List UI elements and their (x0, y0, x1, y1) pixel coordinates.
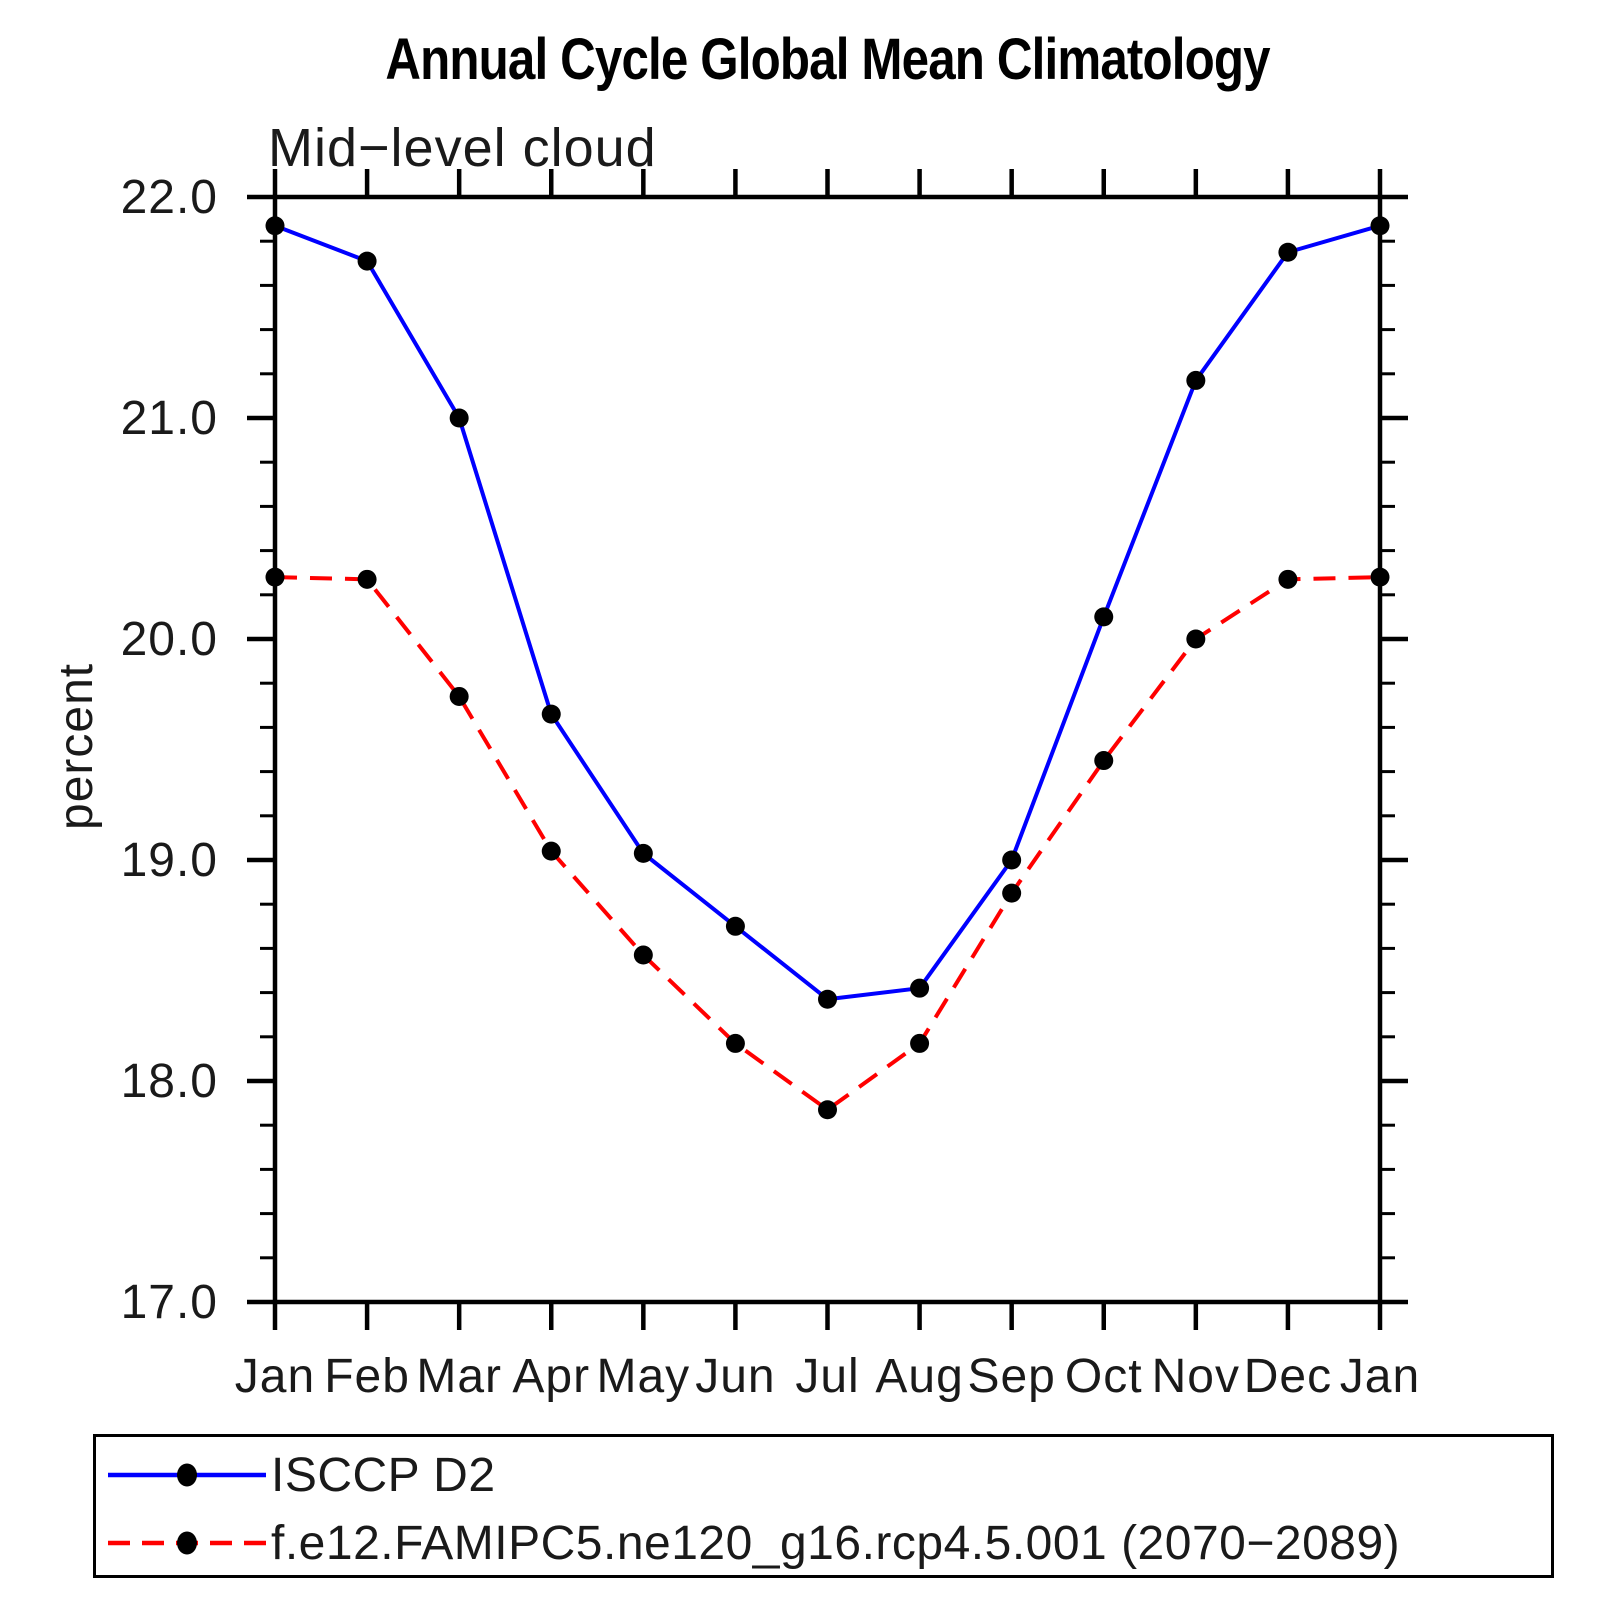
legend-sample-dashed-line (108, 1531, 266, 1555)
chart-subtitle: Mid−level cloud (268, 118, 657, 178)
y-tick-label: 22.0 (121, 171, 218, 224)
data-point-0 (725, 916, 745, 936)
data-point-0 (265, 216, 285, 236)
data-point-1 (818, 1100, 837, 1120)
data-point-0 (1278, 242, 1298, 262)
chart-title: Annual Cycle Global Mean Climatology (358, 30, 1297, 90)
data-point-1 (910, 1033, 930, 1053)
data-point-0 (541, 704, 561, 724)
y-tick-label: 18.0 (121, 1055, 218, 1108)
data-point-1 (357, 569, 377, 589)
data-point-0 (910, 978, 930, 998)
y-tick-label: 20.0 (121, 613, 218, 666)
data-point-1 (265, 567, 285, 587)
series-line-1 (274, 575, 1381, 1112)
x-tick-label: Oct (1065, 1350, 1143, 1403)
x-tick-label: Dec (1244, 1350, 1332, 1403)
x-tick-label: Jul (795, 1350, 859, 1403)
data-point-1 (1370, 567, 1390, 587)
data-point-1 (1278, 569, 1298, 589)
data-point-0 (357, 251, 377, 271)
x-tick-label: Jun (695, 1350, 775, 1403)
x-tick-label: Feb (324, 1350, 410, 1403)
x-tick-label: Jan (1340, 1350, 1420, 1403)
data-point-1 (449, 686, 469, 706)
legend-sample-solid-line (108, 1463, 266, 1487)
plot-frame (272, 194, 1383, 1305)
legend-box: ISCCP D2 f.e12.FAMIPC5.ne120_g16.rcp4.5.… (93, 1434, 1554, 1578)
data-point-1 (541, 841, 561, 861)
x-tick-label: Sep (967, 1350, 1055, 1403)
x-tick-label: Apr (512, 1350, 590, 1403)
x-tick-label: Aug (875, 1350, 963, 1403)
legend-label: ISCCP D2 (271, 1448, 496, 1502)
data-point-0 (449, 408, 469, 428)
x-tick-label: Nov (1152, 1350, 1240, 1403)
legend-marker-dot (177, 1463, 197, 1487)
x-tick-label: Jan (235, 1350, 315, 1403)
legend-item-isccp: ISCCP D2 (107, 1449, 496, 1502)
data-point-1 (1094, 751, 1114, 771)
y-tick-label: 21.0 (121, 392, 218, 445)
x-tick-label: Mar (416, 1350, 502, 1403)
data-point-0 (1094, 607, 1114, 627)
data-point-1 (725, 1033, 745, 1053)
series-line-0 (274, 223, 1381, 1002)
data-point-0 (1002, 850, 1022, 870)
data-point-1 (633, 945, 653, 965)
chart-title-text: Annual Cycle Global Mean Climatology (385, 27, 1270, 92)
data-point-0 (818, 989, 837, 1009)
data-point-1 (1002, 883, 1022, 903)
y-tick-label: 19.0 (121, 834, 218, 887)
data-point-0 (633, 843, 653, 863)
legend-label: f.e12.FAMIPC5.ne120_g16.rcp4.5.001 (2070… (271, 1516, 1401, 1570)
data-point-0 (1186, 370, 1206, 390)
data-point-0 (1370, 216, 1390, 236)
legend-item-model: f.e12.FAMIPC5.ne120_g16.rcp4.5.001 (2070… (107, 1517, 1400, 1570)
y-tick-label: 17.0 (121, 1276, 218, 1329)
legend-marker-dot (177, 1531, 197, 1555)
x-tick-label: May (596, 1350, 690, 1403)
data-point-1 (1186, 629, 1206, 649)
